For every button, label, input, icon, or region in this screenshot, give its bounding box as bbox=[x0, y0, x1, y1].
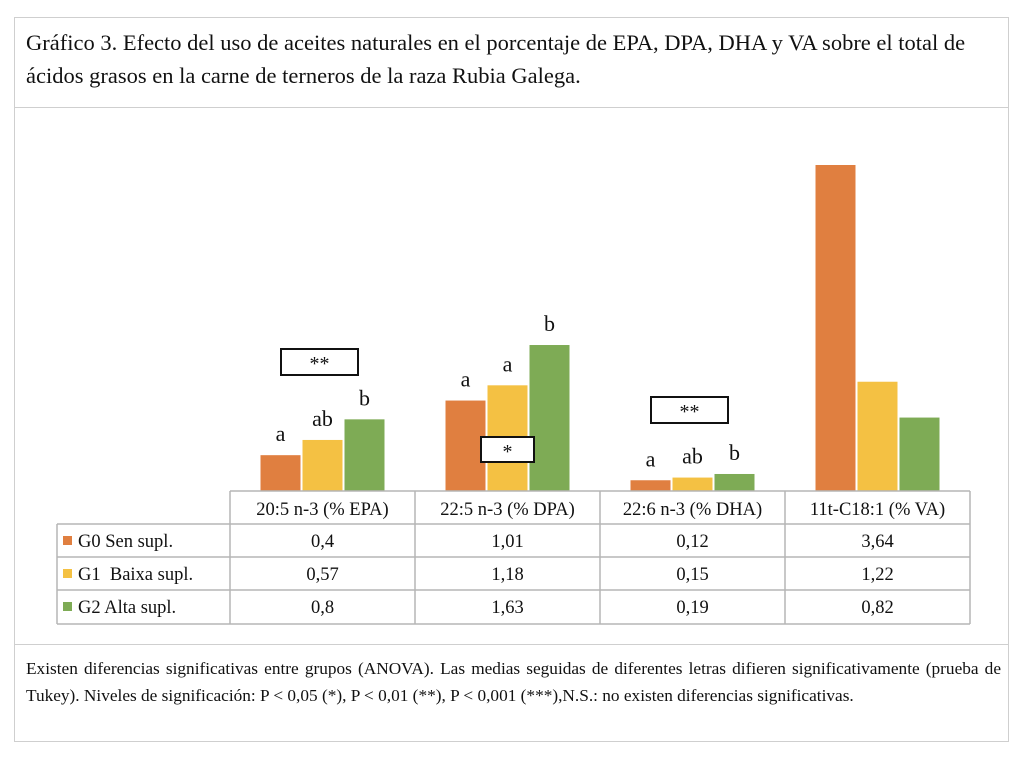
bar-2-2 bbox=[714, 473, 755, 491]
bar-1-0 bbox=[445, 400, 486, 491]
data-table-value: 0,57 bbox=[306, 565, 338, 585]
footer-divider bbox=[14, 644, 1009, 645]
significance-letter: ab bbox=[682, 444, 703, 469]
significance-box bbox=[280, 348, 359, 376]
figure-frame bbox=[14, 17, 1009, 742]
significance-letter: b bbox=[729, 440, 740, 465]
bar-0-1 bbox=[302, 439, 343, 491]
legend-label: G1 Baixa supl. bbox=[78, 565, 193, 585]
significance-stars: * bbox=[503, 441, 513, 463]
title-divider bbox=[14, 107, 1009, 108]
category-label: 22:6 n-3 (% DHA) bbox=[623, 500, 762, 520]
data-table-value: 1,63 bbox=[491, 598, 523, 618]
bar-1-2 bbox=[529, 345, 570, 491]
figure-title: Gráfico 3. Efecto del uso de aceites nat… bbox=[26, 30, 966, 88]
legend-label: G2 Alta supl. bbox=[78, 598, 176, 618]
significance-stars: ** bbox=[310, 353, 330, 375]
bar-0-2 bbox=[344, 419, 385, 491]
legend-swatch bbox=[63, 536, 72, 545]
bar-3-2 bbox=[899, 417, 940, 491]
bar-3-1 bbox=[857, 381, 898, 491]
data-table-value: 0,4 bbox=[311, 532, 334, 552]
data-table-value: 0,82 bbox=[861, 598, 893, 618]
significance-letter: ab bbox=[312, 406, 333, 431]
bar-0-0 bbox=[260, 455, 301, 491]
data-table-value: 0,15 bbox=[676, 565, 708, 585]
footnote: Existen diferencias significativas entre… bbox=[26, 659, 1001, 705]
significance-box bbox=[480, 436, 535, 463]
data-table-value: 1,01 bbox=[491, 532, 523, 552]
category-label: 11t-C18:1 (% VA) bbox=[810, 500, 945, 520]
significance-letter: a bbox=[503, 351, 513, 376]
data-table-value: 3,64 bbox=[861, 532, 893, 552]
significance-letter: a bbox=[461, 367, 471, 392]
bar-2-0 bbox=[630, 480, 671, 491]
category-label: 22:5 n-3 (% DPA) bbox=[440, 500, 574, 520]
category-label: 20:5 n-3 (% EPA) bbox=[256, 500, 388, 520]
significance-letter: a bbox=[276, 421, 286, 446]
bar-2-1 bbox=[672, 477, 713, 491]
legend-swatch bbox=[63, 602, 72, 611]
significance-letter: b bbox=[544, 311, 555, 336]
significance-box bbox=[650, 396, 729, 424]
bar-3-0 bbox=[815, 165, 856, 491]
data-table-value: 0,19 bbox=[676, 598, 708, 618]
data-table-value: 0,12 bbox=[676, 532, 708, 552]
data-table-value: 1,22 bbox=[861, 565, 893, 585]
legend-label: G0 Sen supl. bbox=[78, 532, 173, 552]
data-table-value: 1,18 bbox=[491, 565, 523, 585]
significance-letter: b bbox=[359, 385, 370, 410]
significance-stars: ** bbox=[680, 401, 700, 423]
legend-swatch bbox=[63, 569, 72, 578]
significance-letter: a bbox=[646, 446, 656, 471]
data-table-value: 0,8 bbox=[311, 598, 334, 618]
